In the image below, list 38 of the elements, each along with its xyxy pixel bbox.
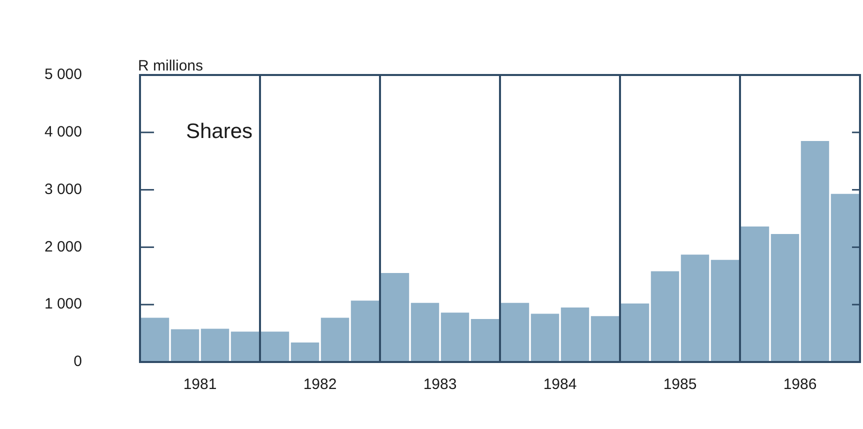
bar: [590, 316, 620, 362]
y-tick-label: 2 000: [44, 238, 82, 256]
bar: [680, 254, 710, 362]
bar: [260, 332, 290, 362]
y-tick-label: 3 000: [44, 180, 82, 198]
bar: [650, 271, 680, 362]
bar: [290, 342, 320, 362]
y-tick-label: 0: [74, 353, 82, 370]
x-tick-label: 1981: [183, 376, 217, 394]
x-tick-label: 1984: [543, 376, 577, 394]
bar: [530, 314, 560, 362]
x-tick-label: 1982: [303, 376, 337, 394]
bar: [140, 318, 170, 362]
bar: [710, 260, 740, 362]
bar: [200, 328, 230, 362]
bar: [770, 234, 800, 362]
y-tick-label: 5 000: [44, 66, 82, 84]
annotation: Shares: [186, 120, 253, 144]
bar: [230, 332, 260, 362]
bar: [410, 302, 440, 362]
bar: [560, 307, 590, 362]
bar: [500, 302, 530, 362]
x-tick-label: 1983: [423, 376, 457, 394]
x-tick-label: 1986: [783, 376, 817, 394]
bar: [620, 303, 650, 362]
bar: [470, 318, 500, 362]
y-tick-label: 1 000: [44, 296, 82, 313]
bar: [320, 318, 350, 362]
bar: [830, 194, 860, 362]
bar: [350, 300, 380, 362]
bar: [800, 141, 830, 362]
bar: [380, 273, 410, 362]
y-tick-label: 4 000: [44, 124, 82, 141]
y-axis-title: R millions: [138, 58, 204, 75]
bar: [740, 226, 770, 362]
bar: [170, 329, 200, 362]
x-tick-label: 1985: [663, 376, 697, 394]
bar: [440, 312, 470, 362]
